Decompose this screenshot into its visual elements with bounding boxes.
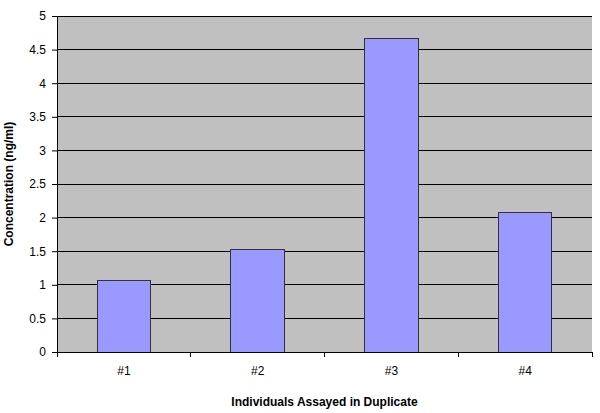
- x-axis-title: Individuals Assayed in Duplicate: [231, 395, 418, 409]
- bar: [365, 38, 419, 352]
- y-tick-label: 4.5: [29, 43, 46, 57]
- grid-line: [57, 116, 592, 117]
- y-tick-label: 2: [39, 211, 46, 225]
- bar: [498, 213, 552, 352]
- y-tick: 3: [39, 144, 57, 158]
- y-tick-mark: [52, 184, 57, 185]
- grid-line: [57, 83, 592, 84]
- x-tick: #3: [385, 352, 399, 378]
- plot-background: [57, 16, 592, 352]
- x-tick: #1: [117, 352, 131, 378]
- y-tick-mark: [52, 218, 57, 219]
- x-tick-label: #4: [518, 364, 532, 378]
- y-tick-mark: [52, 318, 57, 319]
- bar: [97, 280, 151, 352]
- x-axis: #1 #2 #3 #4: [58, 352, 593, 378]
- y-tick-label: 0.5: [29, 312, 46, 326]
- y-tick-label: 5: [39, 9, 46, 23]
- y-tick-label: 1.5: [29, 245, 46, 259]
- x-separator: [458, 352, 459, 357]
- y-tick: 2.5: [29, 177, 57, 191]
- x-tick: #2: [251, 352, 265, 378]
- chart: 0 0.5 1 1.5 2 2.5 3 3.5 4 4.5 5 #1 #2 #3 #4 Individuals…: [0, 0, 600, 413]
- y-tick: 4.5: [29, 43, 57, 57]
- grid-line: [57, 49, 592, 50]
- x-tick: #4: [518, 352, 532, 378]
- y-tick-label: 4: [39, 77, 46, 91]
- y-axis: 0 0.5 1 1.5 2 2.5 3 3.5 4 4.5 5: [29, 9, 57, 359]
- plot: 0 0.5 1 1.5 2 2.5 3 3.5 4 4.5 5 #1 #2 #3 #4: [29, 9, 592, 377]
- y-tick: 1.5: [29, 245, 57, 259]
- grid-line: [57, 16, 592, 17]
- x-separator: [57, 352, 58, 357]
- x-tick-label: #2: [251, 364, 265, 378]
- y-tick-label: 3: [39, 144, 46, 158]
- y-tick: 0: [39, 345, 57, 359]
- y-tick-label: 1: [39, 278, 46, 292]
- y-tick: 2: [39, 211, 57, 225]
- grid-line: [57, 150, 592, 151]
- x-tick-label: #3: [385, 364, 399, 378]
- y-tick: 4: [39, 77, 57, 91]
- y-tick-mark: [52, 117, 57, 118]
- y-tick: 5: [39, 9, 57, 23]
- x-tick-label: #1: [117, 364, 131, 378]
- y-tick: 0.5: [29, 312, 57, 326]
- grid-line: [57, 184, 592, 185]
- y-tick-mark: [52, 150, 57, 151]
- x-separator: [324, 352, 325, 357]
- y-tick: 3.5: [29, 110, 57, 124]
- y-tick-mark: [52, 83, 57, 84]
- y-axis-line: [52, 17, 58, 353]
- y-tick-label: 3.5: [29, 110, 46, 124]
- y-tick: 1: [39, 278, 57, 292]
- y-tick-mark: [52, 16, 57, 17]
- y-tick-mark: [52, 251, 57, 252]
- bars: [97, 38, 552, 352]
- y-axis-title: Concentration (ng/ml): [2, 122, 16, 247]
- x-separators: [57, 352, 592, 357]
- y-tick-mark: [52, 285, 57, 286]
- x-separator: [592, 352, 593, 357]
- grid: [57, 16, 592, 352]
- y-tick-label: 0: [39, 345, 46, 359]
- y-tick-mark: [52, 352, 57, 353]
- y-tick-mark: [52, 50, 57, 51]
- x-separator: [190, 352, 191, 357]
- y-tick-label: 2.5: [29, 177, 46, 191]
- bar: [231, 250, 285, 352]
